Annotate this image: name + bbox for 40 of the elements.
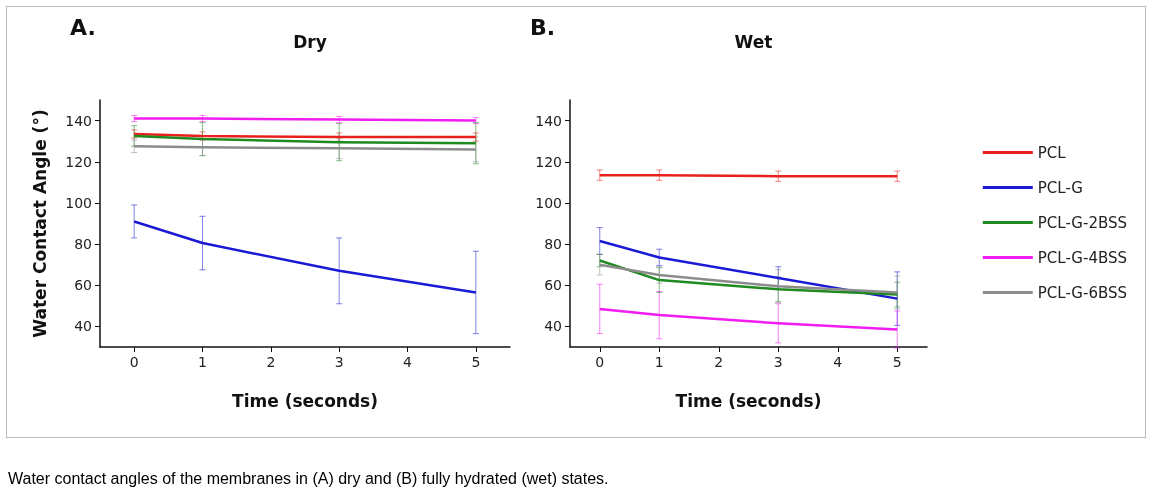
y-tick-label: 100 [65,194,92,211]
x-tick-label: 1 [198,354,207,370]
y-tick-label: 60 [544,277,562,294]
legend-label: PCL-G-6BSS [1037,283,1128,302]
line-series [132,134,478,145]
y-tick-label: 40 [544,318,562,335]
y-tick-label: 120 [65,153,92,170]
legend-label: PCL-G-4BSS [1037,248,1128,267]
text: B. [530,14,556,40]
y-tick-label: 80 [74,236,92,253]
x-tick-label: 4 [403,354,413,370]
x-tick-label: 2 [714,354,724,370]
y-tick-label: 60 [74,277,92,294]
text: A. [70,14,96,40]
chart-title: Dry [293,31,327,52]
y-tick-label: 140 [535,112,562,129]
text: Water contact angles of the membranes in (A) dry and (B) fully hydrated (wet) states. [8,470,609,488]
x-tick-label: 5 [471,354,481,370]
y-axis-title: Water Contact Angle (°) [29,109,50,338]
x-tick-label: 2 [266,354,276,370]
x-tick-label: 0 [129,354,139,370]
y-tick-label: 80 [544,236,562,253]
x-tick-label: 1 [654,354,664,370]
y-tick-label: 140 [65,112,92,129]
y-tick-label: 120 [535,153,562,170]
x-tick-label: 3 [773,354,783,370]
x-tick-label: 4 [833,354,843,370]
line-series [132,220,478,294]
legend-label: PCL-G-2BSS [1037,213,1128,232]
x-tick-label: 5 [892,354,902,370]
x-tick-label: 0 [595,354,605,370]
x-axis-title: Time (seconds) [675,390,822,411]
x-axis-title: Time (seconds) [232,390,378,411]
y-tick-label: 40 [74,318,92,335]
chart-title: Wet [734,31,773,52]
x-tick-label: 3 [334,354,344,370]
line-series [598,307,899,331]
y-tick-label: 100 [535,194,562,211]
legend-label: PCL-G [1037,178,1083,197]
legend-label: PCL [1037,143,1067,162]
